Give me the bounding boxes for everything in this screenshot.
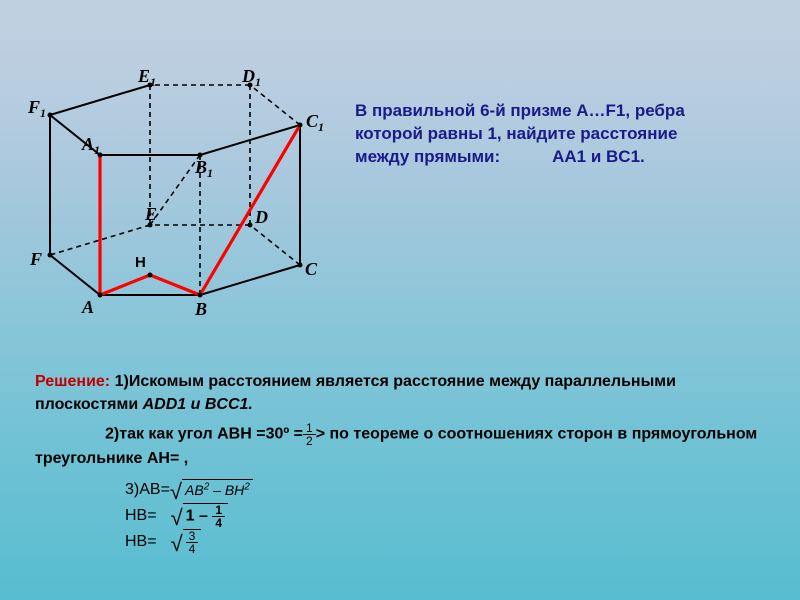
problem-line3: между прямыми: AA1 и BC1. bbox=[355, 146, 775, 169]
label-H: H bbox=[135, 254, 146, 271]
label-B1: B1 bbox=[194, 157, 213, 180]
prism-diagram: A B C D E F A1 B1 C1 D1 E1 F1 H bbox=[20, 70, 340, 330]
solution-block: Решение: 1)Искомым расстоянием является … bbox=[35, 370, 765, 555]
problem-line1: В правильной 6-й призме A…F1, ребра bbox=[355, 100, 775, 123]
label-E: E bbox=[144, 204, 157, 224]
hb2-label: НВ= bbox=[125, 530, 157, 553]
solution-step1: Решение: 1)Искомым расстоянием является … bbox=[35, 370, 765, 416]
solution-step2: 2)так как угол АВН =30º =12> по теореме … bbox=[35, 422, 765, 470]
label-D: D bbox=[254, 207, 268, 227]
sqrt-inner-1: AB2 – BH2 bbox=[185, 482, 250, 498]
solution-label: Решение: bbox=[35, 373, 110, 390]
step1-planes: ADD1 и BCC1. bbox=[143, 396, 253, 413]
label-F1: F1 bbox=[27, 97, 46, 120]
sqrt-icon-3: √ bbox=[171, 528, 183, 560]
implies-frac: 12 bbox=[303, 422, 316, 447]
hb1-minus: 1 – bbox=[186, 507, 208, 524]
problem-line2: которой равны 1, найдите расстояние bbox=[355, 123, 775, 146]
hb1-label: НВ= bbox=[125, 504, 157, 527]
step2a: 2)так как угол АВН =30º = bbox=[105, 426, 303, 443]
step2b: > по теореме о соотношениях сторон bbox=[316, 426, 613, 443]
label-A1: A1 bbox=[81, 134, 100, 157]
label-B: B bbox=[194, 299, 207, 319]
label-F: F bbox=[29, 249, 42, 269]
step1-text: 1)Искомым расстоянием является расстояни… bbox=[35, 373, 676, 413]
label-C1: C1 bbox=[306, 111, 324, 134]
step3-label: 3)АВ= bbox=[125, 478, 170, 501]
problem-statement: В правильной 6-й призме A…F1, ребра кото… bbox=[355, 100, 775, 169]
solution-step3: 3)АВ= √AB2 – BH2 НВ= √1 – 14 НВ= √34 bbox=[125, 477, 765, 555]
label-A: A bbox=[81, 297, 94, 317]
label-C: C bbox=[305, 259, 318, 279]
